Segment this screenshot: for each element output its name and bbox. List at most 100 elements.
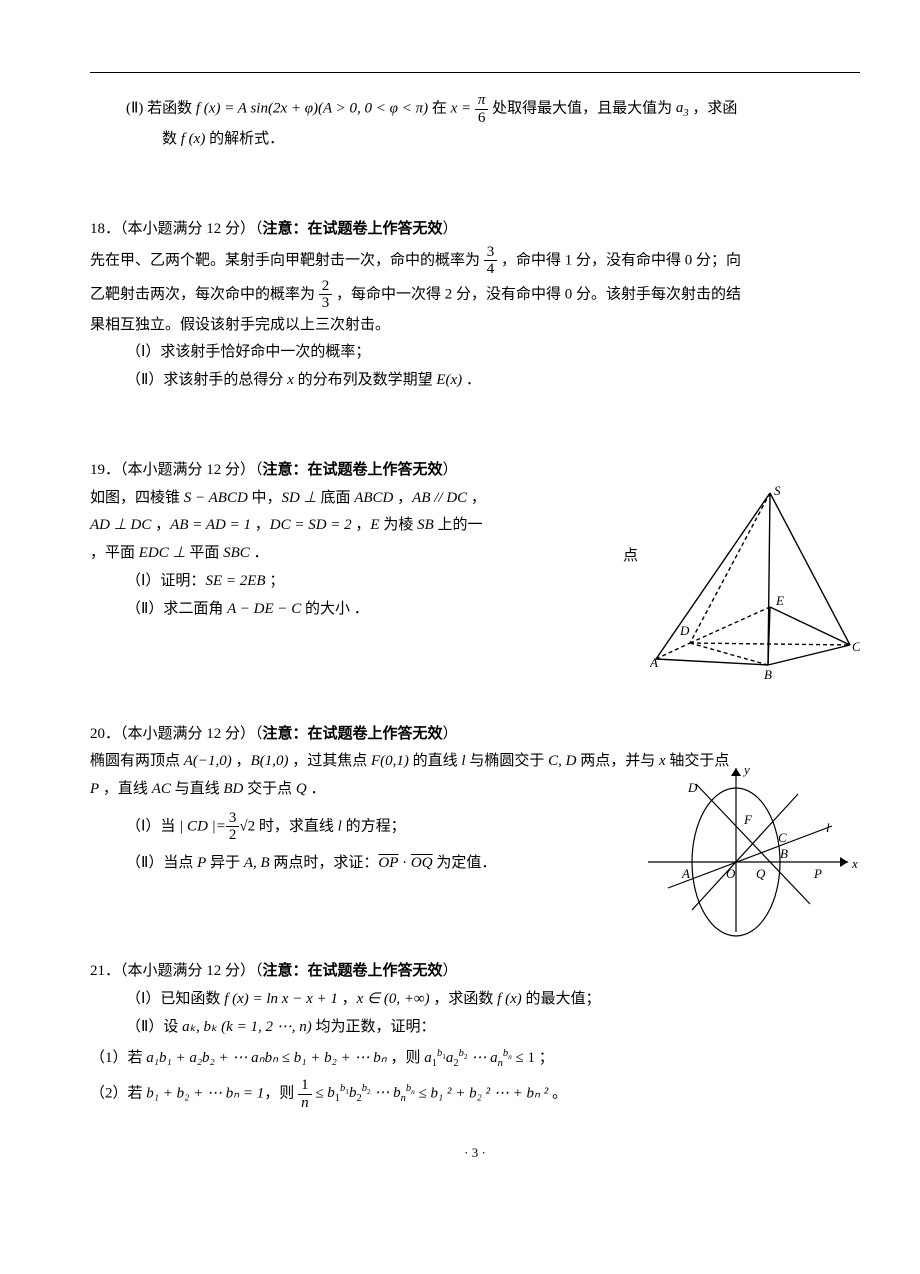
q17-fx: f (x) = A sin(2x + φ)(A > 0, 0 < φ < π) — [196, 100, 428, 116]
q18-f23n: 2 — [319, 278, 333, 295]
q21-s2c: 。 — [548, 1085, 567, 1101]
svg-text:B: B — [780, 846, 788, 861]
q19-l1b: 中， — [248, 490, 282, 506]
q21-p2ab: aₖ, bₖ (k = 1, 2 ⋯, n) — [182, 1019, 312, 1035]
q18-l3: 果相互独立。假设该射手完成以上三次射击。 — [90, 312, 860, 340]
svg-text:l: l — [826, 820, 830, 835]
q20-h-bold: 注意：在试题卷上作答无效 — [263, 726, 443, 742]
q17-frac-pi6: π6 — [475, 92, 489, 126]
svg-text:A: A — [681, 866, 690, 881]
q19-p1b: ； — [266, 573, 285, 589]
q19-l2: AD ⊥ DC ，AB = AD = 1 ，DC = SD = 2 ，E 为棱 … — [90, 512, 611, 540]
q21-s1a: （1）若 — [90, 1050, 146, 1066]
q17-p2-label: (Ⅱ) — [126, 100, 143, 116]
q18-p1: （Ⅰ）求该射手恰好命中一次的概率； — [90, 339, 860, 367]
q21-f1nn: 1 — [298, 1077, 312, 1094]
q19-l1c: 底面 — [317, 490, 355, 506]
q20-l1b: ， — [232, 753, 251, 769]
q21-s2mid: b1b1b2b2 ⋯ bnbn — [327, 1085, 415, 1101]
q20-p1sqrt: √2 — [239, 818, 255, 834]
q21-p1d: 的最大值； — [522, 991, 601, 1007]
q20-p1e1: | CD |= — [179, 818, 226, 834]
q20-l1e: 与椭圆交于 — [466, 753, 549, 769]
q19-p2: （Ⅱ）求二面角 A − DE − C 的大小 ． — [90, 596, 611, 624]
q19-l1: 如图，四棱锥 S − ABCD 中，SD ⊥ 底面 ABCD ，AB // DC… — [90, 485, 611, 513]
q18-l1: 先在甲、乙两个靶。某射手向甲靶射击一次，命中的概率为 34 ，命中得 1 分，没… — [90, 244, 860, 278]
q18-f34: 34 — [484, 244, 498, 278]
q21-p1e: f (x) = ln x − x + 1 — [224, 991, 338, 1007]
q19-l1a: 如图，四棱锥 — [90, 490, 184, 506]
svg-text:D: D — [687, 780, 698, 795]
q17-fx2: f (x) — [181, 131, 206, 147]
q20-p1b: 时，求直线 — [255, 818, 338, 834]
q18-h-a: 18．（本小题满分 12 分）（ — [90, 221, 263, 237]
q17-part2: (Ⅱ) 若函数 f (x) = A sin(2x + φ)(A > 0, 0 <… — [90, 92, 860, 126]
q18-l2: 乙靶射击两次，每次命中的概率为 23 ，每命中一次得 2 分，没有命中得 0 分… — [90, 278, 860, 312]
q20-f32: 32 — [226, 810, 240, 844]
q19-l2bt: ， — [251, 517, 270, 533]
q19-h-b: ） — [443, 462, 458, 478]
q17-xeq: x = — [451, 100, 472, 116]
q17-pi6-den: 6 — [475, 109, 489, 127]
q18-l2b: ，每命中一次得 2 分，没有命中得 0 分。该射手每次射击的结 — [332, 286, 741, 302]
q21-header: 21．（本小题满分 12 分）（注意：在试题卷上作答无效） — [90, 958, 860, 986]
q21-s2m2: ≤ — [415, 1085, 431, 1101]
q19-l2et: 上的一 — [434, 517, 483, 533]
q21-p1fx: f (x) — [497, 991, 522, 1007]
q21-f1n: 1n — [298, 1077, 312, 1111]
q21-p1c: ，求函数 — [430, 991, 498, 1007]
q19-e4: AB // DC — [412, 490, 467, 506]
q17-l1-end: ，求函 — [689, 100, 738, 116]
q19-l3: ，平面 EDC ⊥ 平面 SBC ． — [90, 540, 611, 568]
q20-p2AB: A, B — [244, 855, 270, 871]
svg-text:D: D — [679, 623, 690, 638]
q19-l2-main: AD ⊥ DC ，AB = AD = 1 ，DC = SD = 2 ，E 为棱 … — [90, 512, 483, 540]
q21-s2m1: ≤ — [312, 1085, 328, 1101]
q18-f34n: 3 — [484, 244, 498, 261]
q20-p1: （Ⅰ）当 | CD |=32√2 时，求直线 l 的方程； — [90, 810, 628, 844]
q19-l1d: ， — [393, 490, 412, 506]
page-content: (Ⅱ) 若函数 f (x) = A sin(2x + φ)(A > 0, 0 <… — [90, 92, 860, 1165]
q19-l3c: ． — [250, 545, 269, 561]
q20-eB: B(1,0) — [251, 753, 289, 769]
q20-l2: P ，直线 AC 与直线 BD 交于点 Q ． — [90, 776, 628, 804]
q20-l2a: ，直线 — [99, 781, 152, 797]
q20-p2P: P — [197, 855, 206, 871]
q21-s1an: a — [490, 1050, 498, 1066]
q19-e1: S − ABCD — [184, 490, 248, 506]
q21-h-b: ） — [443, 963, 458, 979]
q19-p2a: （Ⅱ）求二面角 — [126, 601, 227, 617]
q21-p2b: 均为正数，证明： — [312, 1019, 436, 1035]
q20-l1a: 椭圆有两顶点 — [90, 753, 184, 769]
q20-eCD: C, D — [548, 753, 576, 769]
q18-f34d: 4 — [484, 260, 498, 278]
q21-s1l: a₁b₁ + a₂b₂ + ⋯ aₙbₙ ≤ b₁ + b₂ + ⋯ bₙ — [146, 1050, 386, 1066]
q20-diagram: yxlABOFCDQP — [640, 760, 860, 940]
q20-p1c: 的方程； — [342, 818, 406, 834]
q21-h-a: 21．（本小题满分 12 分）（ — [90, 963, 263, 979]
svg-text:A: A — [650, 655, 658, 670]
q20-p2d: 为定值． — [433, 855, 497, 871]
q20-row: P ，直线 AC 与直线 BD 交于点 Q ． （Ⅰ）当 | CD |=32√2… — [90, 776, 860, 940]
q20-p2OQ: OQ — [411, 855, 433, 871]
top-rule — [90, 72, 860, 73]
q18-p2a: （Ⅱ）求该射手的总得分 — [126, 372, 287, 388]
svg-text:F: F — [743, 812, 753, 827]
q19-row: 如图，四棱锥 S − ABCD 中，SD ⊥ 底面 ABCD ，AB // DC… — [90, 485, 860, 681]
page-number: · 3 · — [90, 1141, 860, 1165]
q21-s2r: b₁ ² + b₂ ² ⋯ + bₙ ² — [431, 1085, 549, 1101]
q20-p2dot: · — [398, 855, 411, 871]
q19-l3a: ，平面 — [90, 545, 139, 561]
q20-p2OP: OP — [378, 855, 398, 871]
q19-diagram: SADBCE — [650, 485, 860, 681]
svg-text:x: x — [851, 856, 858, 871]
q19-text: 如图，四棱锥 S − ABCD 中，SD ⊥ 底面 ABCD ，AB // DC… — [90, 485, 611, 624]
q21-p1b: ， — [338, 991, 357, 1007]
q21-h-bold: 注意：在试题卷上作答无效 — [263, 963, 443, 979]
q19-l3b: 平面 — [186, 545, 224, 561]
q18-p2x: x — [287, 372, 294, 388]
q21-s1b: ，则 — [387, 1050, 425, 1066]
q21-p1a: （Ⅰ）已知函数 — [126, 991, 224, 1007]
q20-eA: A(−1,0) — [184, 753, 232, 769]
q20-p1a: （Ⅰ）当 — [126, 818, 179, 834]
